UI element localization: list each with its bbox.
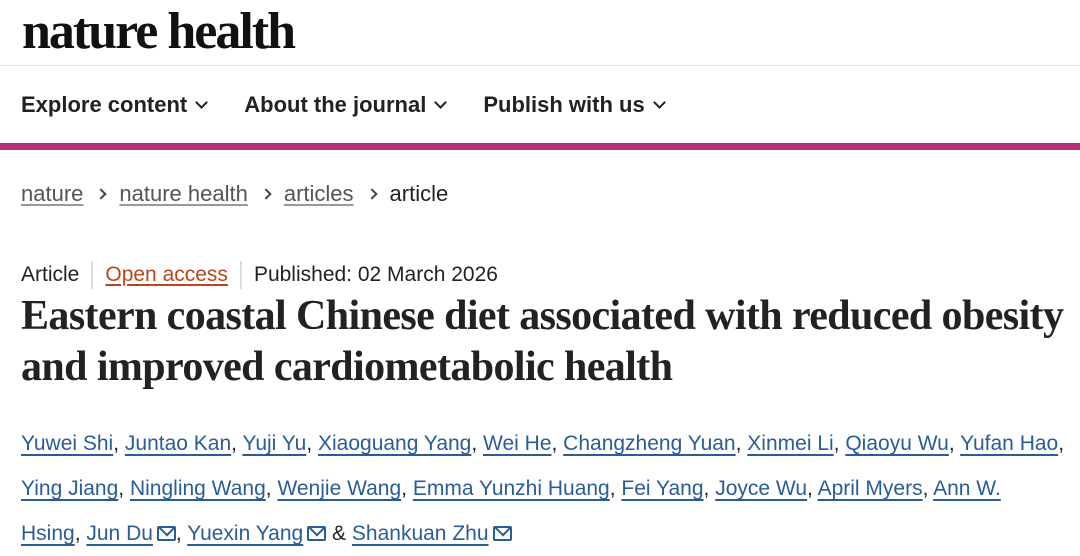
breadcrumb-articles[interactable]: articles xyxy=(283,181,354,206)
author-link[interactable]: Yuexin Yang xyxy=(187,522,304,545)
author-link[interactable]: Ying Jiang xyxy=(21,477,119,500)
nav-label: About the journal xyxy=(244,91,427,117)
author-link[interactable]: Ann W. Hsing xyxy=(21,477,1001,545)
author-link[interactable]: Yufan Hao xyxy=(960,432,1059,455)
accent-bar xyxy=(0,143,1080,150)
author-link[interactable]: Xinmei Li xyxy=(747,432,834,455)
author-link[interactable]: Wenjie Wang xyxy=(277,477,402,500)
author-link[interactable]: Ningling Wang xyxy=(129,477,266,500)
breadcrumb-nature[interactable]: nature xyxy=(21,181,84,206)
author-link[interactable]: Qiaoyu Wu xyxy=(845,432,949,455)
chevron-down-icon xyxy=(434,95,448,109)
nav-label: Explore content xyxy=(21,91,188,117)
author-list: Yuwei Shi, Juntao Kan, Yuji Yu, Xiaoguan… xyxy=(21,432,1065,545)
chevron-right-icon xyxy=(95,188,108,200)
open-access-link[interactable]: Open access xyxy=(105,263,228,286)
author-link[interactable]: Juntao Kan xyxy=(124,432,232,455)
main-nav: Explore content About the journal Publis… xyxy=(0,66,1080,143)
divider xyxy=(91,261,94,289)
article-header: nature nature health articles article Ar… xyxy=(0,180,1066,556)
ampersand: & xyxy=(326,522,352,545)
author-link[interactable]: Wei He xyxy=(483,432,552,455)
author-link[interactable]: Yuwei Shi xyxy=(21,432,114,455)
article-type: Article xyxy=(21,263,80,286)
author-link[interactable]: Fei Yang xyxy=(621,477,704,500)
chevron-right-icon xyxy=(260,188,272,200)
breadcrumb: nature nature health articles article xyxy=(21,180,1066,208)
breadcrumb-nature-health[interactable]: nature health xyxy=(119,181,248,206)
author-link[interactable]: Shankuan Zhu xyxy=(351,522,489,545)
chevron-down-icon xyxy=(652,95,666,109)
author-link[interactable]: April Myers xyxy=(817,477,923,500)
chevron-down-icon xyxy=(195,95,209,109)
site-header: nature health xyxy=(0,0,1080,66)
article-meta: Article Open access Published: 02 March … xyxy=(21,261,1066,289)
author-link[interactable]: Emma Yunzhi Huang xyxy=(412,477,610,500)
article-title: Eastern coastal Chinese diet associated … xyxy=(21,293,1064,390)
email-icon[interactable] xyxy=(492,526,512,541)
chevron-right-icon xyxy=(365,188,378,200)
author-link[interactable]: Yuji Yu xyxy=(242,432,307,455)
author-link[interactable]: Joyce Wu xyxy=(715,477,808,500)
nav-label: Publish with us xyxy=(483,91,645,117)
nature-health-logo[interactable]: nature health xyxy=(22,3,296,60)
author-link[interactable]: Changzheng Yuan xyxy=(563,432,736,455)
nav-publish-with-us[interactable]: Publish with us xyxy=(483,91,666,118)
breadcrumb-current: article xyxy=(389,181,449,206)
nav-explore-content[interactable]: Explore content xyxy=(21,91,209,118)
email-icon[interactable] xyxy=(156,526,176,541)
author-link[interactable]: Jun Du xyxy=(86,522,153,545)
email-icon[interactable] xyxy=(307,526,327,541)
divider xyxy=(239,261,242,289)
published-date: Published: 02 March 2026 xyxy=(253,263,498,286)
nav-about-journal[interactable]: About the journal xyxy=(244,91,448,118)
author-link[interactable]: Xiaoguang Yang xyxy=(317,432,472,455)
